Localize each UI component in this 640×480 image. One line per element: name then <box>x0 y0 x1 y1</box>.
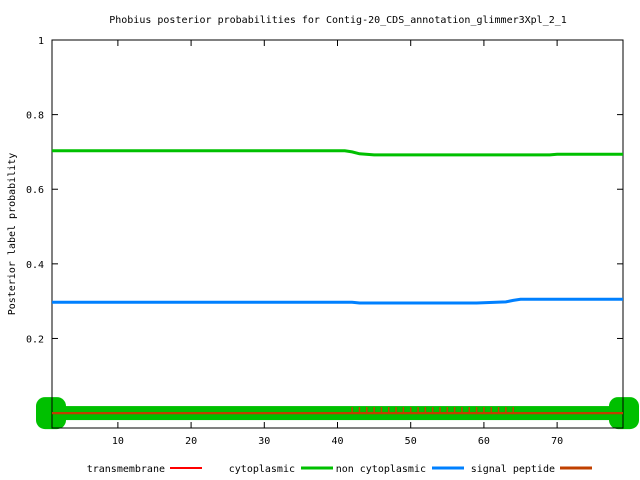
x-tick-label: 10 <box>112 436 124 447</box>
signal-peptide-ticks <box>351 407 514 414</box>
x-tick-label: 50 <box>405 436 417 447</box>
y-tick-label: 0.6 <box>26 185 44 196</box>
x-tick-label: 40 <box>331 436 343 447</box>
plot-frame <box>51 39 624 429</box>
topology-band-cap-left <box>36 397 66 430</box>
series-line-non-cytoplasmic <box>52 297 623 305</box>
x-tick-label: 20 <box>185 436 197 447</box>
chart-title: Phobius posterior probabilities for Cont… <box>109 15 567 26</box>
x-tick-label: 60 <box>478 436 490 447</box>
y-axis-label: Posterior label probability <box>7 153 18 316</box>
x-axis: 10 20 30 40 50 60 70 <box>112 40 563 447</box>
y-axis: 0.2 0.4 0.6 0.8 1 <box>26 36 623 345</box>
series-lines <box>52 149 623 415</box>
legend-label-signal-peptide: signal peptide <box>471 464 555 475</box>
x-tick-label: 30 <box>258 436 270 447</box>
topology-band-cap-right <box>609 397 639 430</box>
y-tick-label: 0.8 <box>26 111 44 122</box>
legend-label-non-cytoplasmic: non cytoplasmic <box>336 464 426 475</box>
legend-label-cytoplasmic: cytoplasmic <box>229 464 295 475</box>
legend-label-transmembrane: transmembrane <box>87 464 165 475</box>
x-tick-label: 70 <box>551 436 563 447</box>
series-line-cytoplasmic <box>52 149 623 157</box>
y-tick-label: 0.2 <box>26 334 44 345</box>
y-tick-label: 0.4 <box>26 260 44 271</box>
legend: transmembrane cytoplasmic non cytoplasmi… <box>87 464 592 475</box>
y-tick-label: 1 <box>38 36 44 47</box>
